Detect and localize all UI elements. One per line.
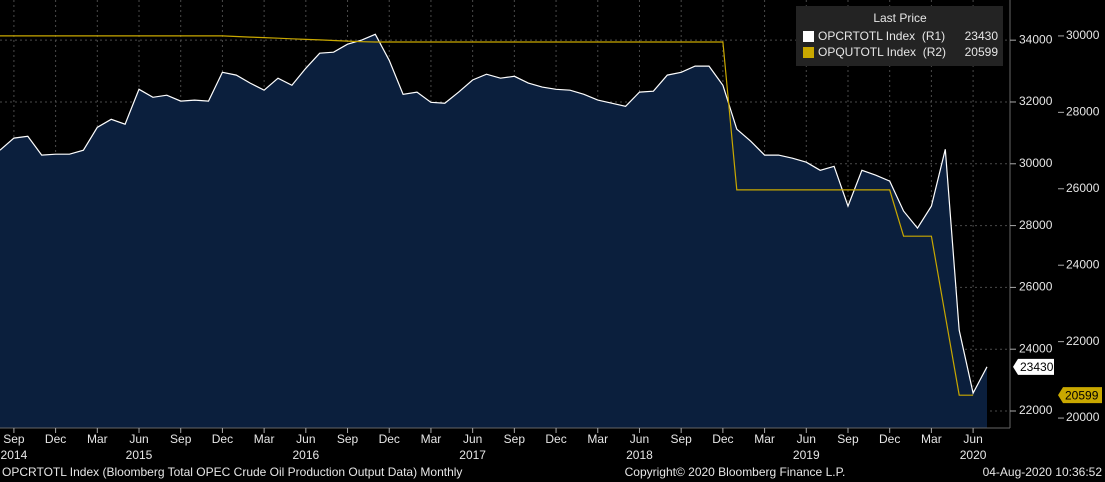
x-tick-label: Jun [630,432,649,446]
last-value-box [1058,387,1102,404]
y2-tick-label: 28000 [1066,105,1100,119]
y-tick-label: 32000 [1019,94,1053,108]
plot-area [0,0,1010,429]
last-value-box [1013,358,1054,375]
x-tick-label: Dec [379,432,400,446]
legend-label: OPQUTOTL Index (R2) [818,45,946,59]
x-tick-label: Dec [212,432,233,446]
x-year-label: 2018 [626,448,653,462]
y-tick-label: 22000 [1019,403,1053,417]
x-year-label: 2017 [459,448,486,462]
x-year-label: 2014 [1,448,28,462]
x-tick-label: Jun [463,432,482,446]
y2-tick-label: 22000 [1066,334,1100,348]
footer-copyright: Copyright© 2020 Bloomberg Finance L.P. [625,465,846,479]
x-tick-label: Mar [754,432,775,446]
legend-box [796,6,1003,66]
x-tick-label: Sep [837,432,859,446]
y2-tick-label: 20000 [1066,410,1100,424]
footer-source: OPCRTOTL Index (Bloomberg Total OPEC Cru… [2,465,462,479]
x-tick-label: Jun [129,432,148,446]
x-tick-label: Dec [879,432,900,446]
x-tick-label: Mar [587,432,608,446]
legend-swatch [803,31,814,42]
x-tick-label: Jun [963,432,982,446]
x-tick-label: Jun [296,432,315,446]
x-year-label: 2016 [292,448,319,462]
x-tick-label: Dec [45,432,66,446]
y-tick-label: 28000 [1019,218,1053,232]
y-tick-label: 24000 [1019,341,1053,355]
line [0,33,988,395]
x-tick-label: Sep [3,432,25,446]
x-tick-label: Sep [337,432,359,446]
legend-title: Last Price [873,11,927,25]
x-tick-label: Sep [670,432,692,446]
x-year-label: 2019 [793,448,820,462]
legend-value: 23430 [965,29,999,43]
y-tick-label: 26000 [1019,280,1053,294]
line [0,35,974,396]
x-year-label: 2020 [960,448,987,462]
y2-tick-label: 24000 [1066,257,1100,271]
x-tick-label: Mar [421,432,442,446]
y2-tick-label: 26000 [1066,181,1100,195]
x-tick-label: Dec [712,432,733,446]
legend: Last Price OPCRTOTL Index (R1) 23430 OPQUT… [796,6,1003,66]
x-tick-label: Mar [254,432,275,446]
last-value-label: 23430 [1020,360,1054,374]
x-tick-label: Sep [504,432,526,446]
x-tick-label: Jun [797,432,816,446]
x-tick-label: Dec [545,432,566,446]
legend-swatch [803,47,814,58]
y-tick-label: 30000 [1019,156,1053,170]
x-year-label: 2015 [126,448,153,462]
legend-label: OPCRTOTL Index (R1) [818,29,945,43]
x-tick-label: Mar [921,432,942,446]
last-value-label: 20599 [1065,388,1099,402]
legend-value: 20599 [965,45,999,59]
footer-timestamp: 04-Aug-2020 10:36:52 [983,465,1103,479]
y-tick-label: 34000 [1019,32,1053,46]
y2-tick-label: 30000 [1066,28,1100,42]
x-tick-label: Mar [87,432,108,446]
x-tick-label: Sep [170,432,192,446]
